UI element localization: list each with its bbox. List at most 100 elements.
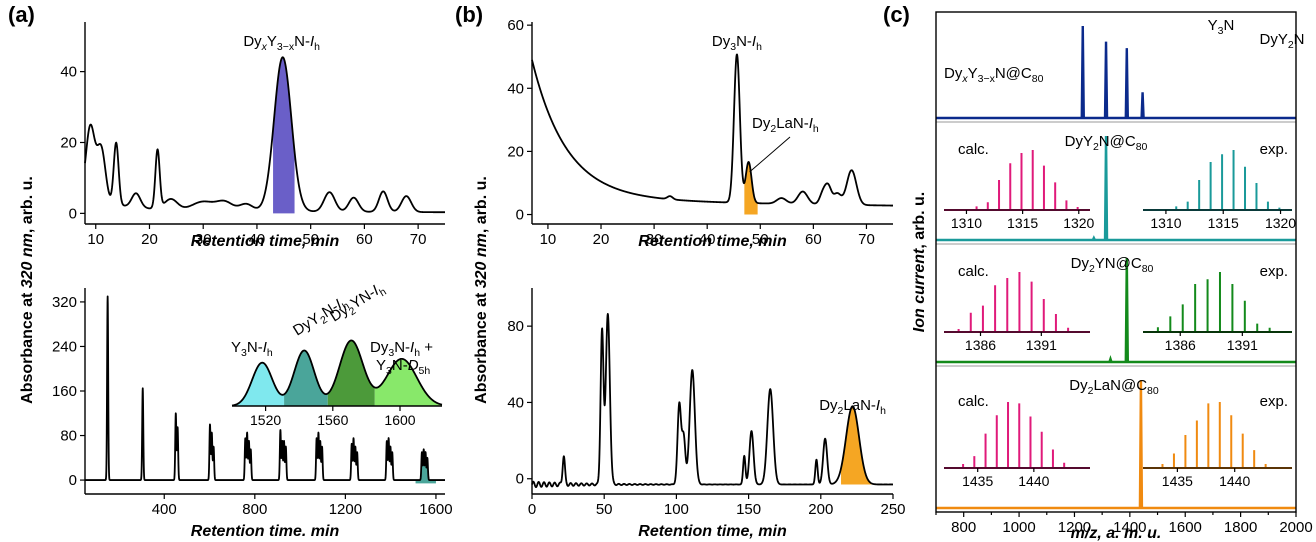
a-top-peak-label-part-2: Y <box>267 33 277 50</box>
b-top-dy3n-label-part-4: h <box>756 41 762 53</box>
a-top-xlabel: Retention time, min <box>191 233 340 250</box>
b-top-dy2lan-label-part-1: 2 <box>770 123 776 135</box>
c-dy2lan-c80-label-part-1: 2 <box>1088 385 1094 397</box>
a-inset-label-y3nd5h-part-1: 3 <box>386 365 392 377</box>
c-mix-label-part-0: Dy <box>944 65 963 82</box>
c-dy2yn-calc-label: calc. <box>958 263 989 280</box>
c-dy2yn-inset-calc-lines <box>944 272 1090 333</box>
c-xlabel-part-0: m/z <box>1071 525 1098 542</box>
c-xtick-label-1: 1000 <box>1002 519 1035 536</box>
b-top-dy3n-label-part-1: 3 <box>730 41 736 53</box>
c-dyy2n-c80-label-part-1: 2 <box>1093 141 1099 153</box>
b-top-dy3n-label: Dy3N-Ih <box>712 33 762 53</box>
c-y3n-label-part-2: N <box>1224 17 1235 34</box>
c-xlabel-part-1: , a. m. u. <box>1096 525 1161 542</box>
c-mix-label: DyxY3−xN@C80 <box>944 65 1044 85</box>
b-top-ytick-label-2: 40 <box>507 80 524 97</box>
a-inset-xtick-label-2: 1600 <box>384 412 415 428</box>
c-dy2lan-spectrum <box>936 379 1296 510</box>
b-bottom-xtick-label-3: 150 <box>736 501 761 518</box>
b-top-xlabel: Retention time, min <box>638 233 787 250</box>
panel-label-b: (b) <box>455 2 483 27</box>
c-dy2lan-inset-calc-tick-label-0: 1435 <box>962 473 993 489</box>
a-top-peak-label-part-0: Dy <box>243 33 262 50</box>
a-inset-label-dy3n-part-1: 3 <box>388 347 394 359</box>
b-bottom-xlabel-part-0: Retention time <box>638 523 749 540</box>
c-ylabel: Ion current, arb. u. <box>911 192 928 332</box>
c-mix-label-part-2: Y <box>968 65 978 82</box>
a-top-xtick-label-5: 60 <box>356 231 373 248</box>
a-inset-label-dy3n-part-3: I <box>410 339 414 356</box>
b-top-dy2lan-label-part-0: Dy <box>752 115 771 132</box>
a-inset-label-dy3n-part-4: h <box>414 347 420 359</box>
c-dyy2n-inset-calc-lines <box>944 150 1090 211</box>
c-dyy2n-spectrum <box>936 135 1296 242</box>
a-top-ytick-label-1: 20 <box>60 134 77 151</box>
b-bottom-xtick-label-5: 250 <box>880 501 905 518</box>
c-dy2lan-inset-exp-tick-label-0: 1435 <box>1162 473 1193 489</box>
c-dy2lan-exp-label: exp. <box>1260 393 1288 410</box>
a-inset-label-y3n-part-4: h <box>267 347 273 359</box>
a-inset-2-highlight <box>327 340 375 406</box>
b-bottom-xtick-label-0: 0 <box>528 501 536 518</box>
a-top-xtick-label-0: 10 <box>87 231 104 248</box>
a-inset-3-highlight <box>374 358 442 406</box>
b-top-ytick-label-0: 0 <box>516 207 524 224</box>
a-inset-label-y3n-part-2: N- <box>247 339 263 356</box>
c-mix-label-part-4: N@C <box>995 65 1032 82</box>
c-dy2yn-c80-label-part-0: Dy <box>1071 255 1090 272</box>
b-bottom-dy2lan-label-part-2: LaN- <box>843 397 876 414</box>
c-dyy2n-inset-calc-tick-label-2: 1320 <box>1063 215 1094 231</box>
a-inset-label-dy2yn-part-4: h <box>377 286 388 299</box>
a-bottom-ytick-label-4: 320 <box>52 294 77 311</box>
c-dyy2n-calc-label: calc. <box>958 141 989 158</box>
c-dy2yn-c80-label-part-1: 2 <box>1089 263 1095 275</box>
a-inset-label-y3n: Y3N-Ih <box>231 339 273 359</box>
b-top-xtick-label-2: 30 <box>646 231 663 248</box>
a-inset-label-dy3n-part-0: Dy <box>370 339 389 356</box>
c-dy2yn-c80-label-part-3: 80 <box>1142 263 1154 275</box>
a-ylabel: Absorbance at 320 nm, arb. u. <box>19 176 36 404</box>
b-bottom-highlight <box>841 406 876 485</box>
c-dyy2n-inset-exp-tick-label-2: 1320 <box>1265 215 1296 231</box>
a-inset-xtick-label-1: 1560 <box>317 412 348 428</box>
a-ylabel-part-0: Absorbance at <box>19 288 36 404</box>
a-inset-label-dyy2n-part-2: N- <box>319 298 341 321</box>
a-top-peak-label-part-1: x <box>261 41 268 53</box>
a-inset-label-dy3n: Dy3N-Ih + <box>370 339 433 359</box>
b-bottom-xtick-label-1: 50 <box>596 501 613 518</box>
a-top-peak-label-part-3: 3−x <box>277 41 295 53</box>
c-dy2yn-inset-exp-tick-label-1: 1391 <box>1227 337 1258 353</box>
b-ylabel: Absorbance at 320 nm, arb. u. <box>473 176 490 404</box>
c-mix-spectrum <box>936 25 1296 120</box>
a-bottom-ytick-label-3: 240 <box>52 338 77 355</box>
a-top-xtick-label-2: 30 <box>195 231 212 248</box>
b-top-dy3n-label-part-0: Dy <box>712 33 731 50</box>
b-top-dy2lan-label-part-3: I <box>809 115 813 132</box>
c-dyy2n-label-part-0: DyY <box>1259 31 1287 48</box>
b-bottom-dy2lan-label-part-4: h <box>880 405 886 417</box>
c-ylabel-part-0: Ion current <box>911 248 928 332</box>
a-bottom-xtick-label-0: 400 <box>152 501 177 518</box>
c-dy2lan-inset-exp-lines <box>1143 402 1292 469</box>
a-ylabel-part-1: 320 nm <box>19 233 36 288</box>
c-dy2yn-c80-label: Dy2YN@C80 <box>1071 255 1154 275</box>
a-inset-trace <box>231 339 443 407</box>
a-bottom-xtick-label-3: 1600 <box>419 501 452 518</box>
a-top-ytick-label-0: 0 <box>69 205 77 222</box>
b-top-ytick-label-3: 60 <box>507 17 524 34</box>
b-ylabel-part-2: , arb. u. <box>473 176 490 233</box>
c-dy2yn-spectrum <box>936 257 1296 364</box>
c-dyy2n-label: DyY2N <box>1259 31 1304 51</box>
c-dyy2n-inset-exp-lines <box>1143 150 1292 211</box>
a-top-trace <box>84 56 446 214</box>
b-top-trace <box>531 53 894 207</box>
a-inset-label-dy2yn-part-1: 2 <box>347 305 358 318</box>
c-y3n-label-part-0: Y <box>1208 17 1218 34</box>
c-dyy2n-label-part-2: N <box>1294 31 1305 48</box>
c-xtick-label-5: 1800 <box>1224 519 1257 536</box>
c-dyy2n-inset-calc-tick-label-0: 1310 <box>951 215 982 231</box>
c-xtick-label-3: 1400 <box>1113 519 1146 536</box>
a-inset-label-y3nd5h-part-2: N- <box>392 357 408 374</box>
